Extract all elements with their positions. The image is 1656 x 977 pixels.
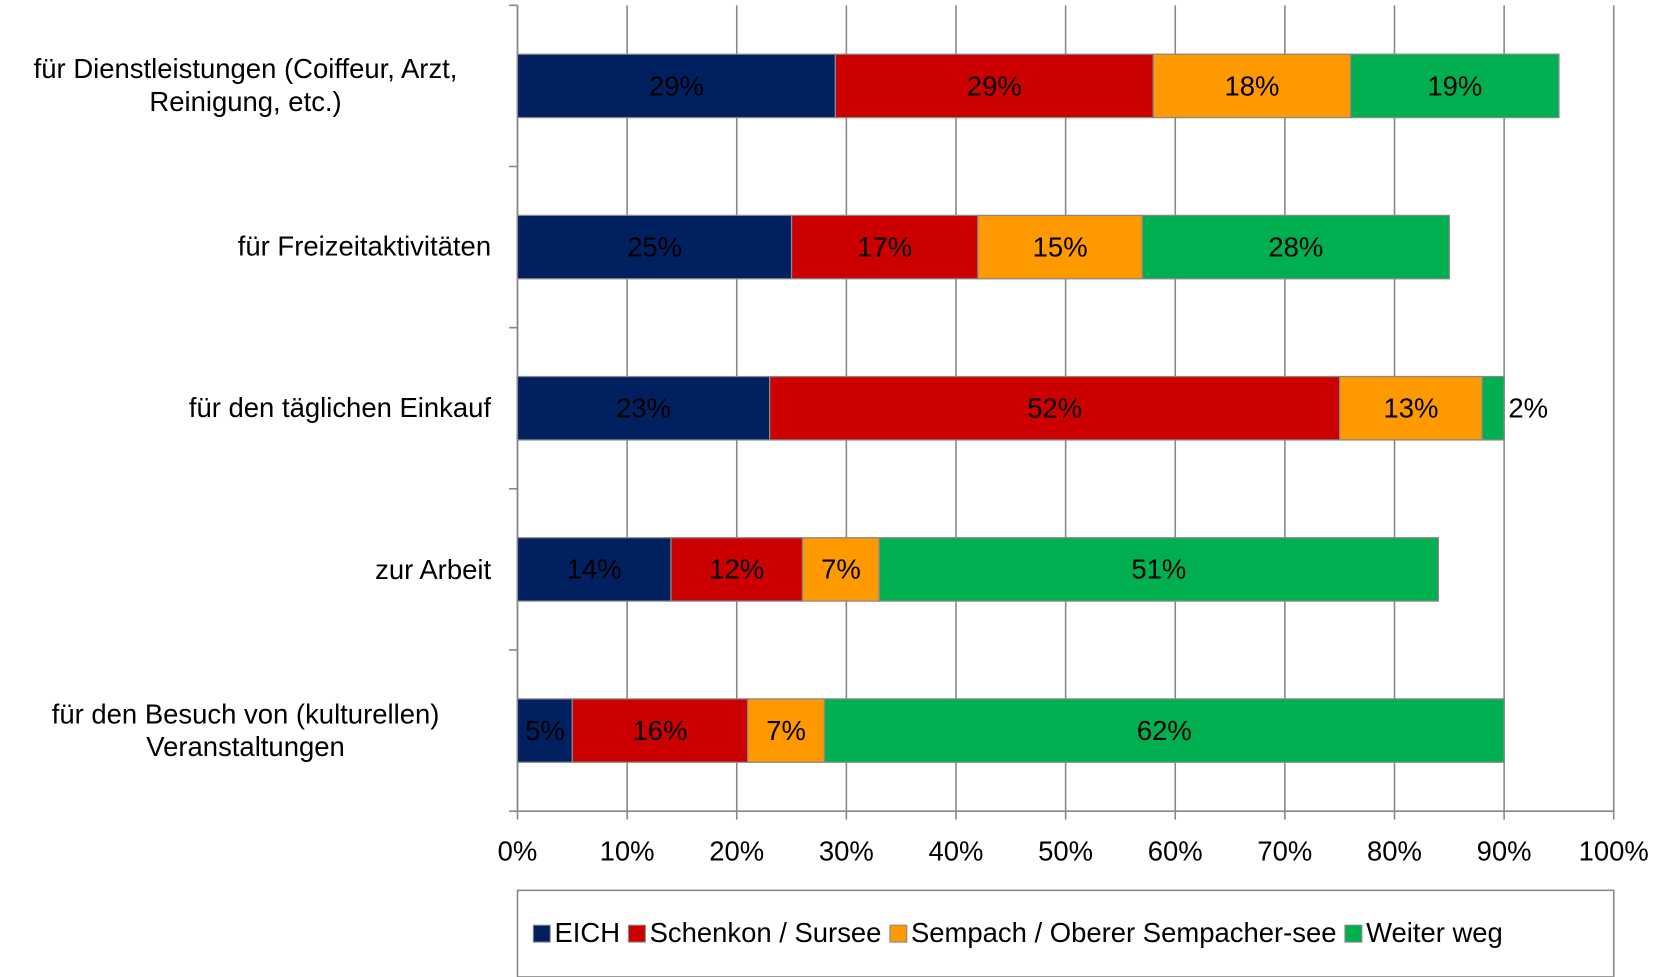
bar-segment	[1152, 53, 1352, 119]
legend-label: Sempach / Oberer Sempacher-see	[911, 917, 1336, 948]
bar-segment	[790, 214, 979, 280]
category-label: für den Besuch von (kulturellen) Veranst…	[51, 697, 440, 763]
value-label: 2%	[1508, 393, 1548, 424]
bar-segment	[801, 537, 880, 602]
value-label: 23%	[616, 393, 671, 424]
bars	[516, 53, 1560, 763]
category-label-wrap: für Dienstleistungen (Coiffeur, Arzt, Re…	[0, 38, 491, 133]
x-tick-label: 80%	[1367, 836, 1422, 867]
category-label-wrap: für den Besuch von (kulturellen) Veranst…	[0, 683, 491, 778]
bar-segment	[571, 698, 749, 763]
value-label: 5%	[525, 715, 565, 746]
bar-segment	[977, 214, 1143, 280]
legend-label: Schenkon / Sursee	[650, 917, 882, 948]
x-tick-label: 90%	[1477, 836, 1532, 867]
bar-segment	[1481, 375, 1505, 441]
x-tick-label: 60%	[1148, 836, 1203, 867]
bar-segment	[769, 375, 1341, 441]
bar-segment	[1141, 214, 1450, 280]
legend-swatch	[532, 924, 551, 943]
category-label-box: für Freizeitaktivitäten	[0, 200, 491, 295]
value-label: 17%	[857, 231, 912, 262]
bar-segment	[878, 537, 1439, 602]
category-label-box: für den täglichen Einkauf	[0, 361, 491, 456]
value-label: 15%	[1033, 231, 1088, 262]
x-tick-label: 40%	[929, 836, 984, 867]
value-label: 29%	[649, 70, 704, 101]
category-label-box: für den Besuch von (kulturellen) Veranst…	[0, 683, 491, 778]
bar-segment	[516, 214, 793, 280]
value-label: 25%	[627, 231, 682, 262]
legend-swatch	[889, 924, 908, 943]
value-label: 29%	[967, 70, 1022, 101]
category-label: für Freizeitaktivitäten	[237, 230, 492, 263]
x-tick-label: 0%	[498, 836, 538, 867]
value-label: 52%	[1027, 393, 1082, 424]
legend-label: EICH	[554, 917, 620, 948]
bar-segment	[823, 698, 1505, 763]
x-tick-label: 70%	[1257, 836, 1312, 867]
bar-segment	[516, 698, 573, 763]
value-label: 16%	[633, 715, 688, 746]
bar-segment	[1350, 53, 1560, 119]
category-label: für Dienstleistungen (Coiffeur, Arzt, Re…	[33, 53, 458, 118]
value-label: 7%	[821, 554, 861, 585]
category-label-wrap: für den täglichen Einkauf	[0, 361, 491, 456]
value-label: 28%	[1268, 231, 1323, 262]
legend-label: Weiter weg	[1366, 917, 1503, 948]
category-label: für den täglichen Einkauf	[188, 391, 492, 424]
category-label-box: für Dienstleistungen (Coiffeur, Arzt, Re…	[0, 38, 491, 133]
legend-swatch	[1344, 924, 1363, 943]
value-label: 13%	[1383, 393, 1438, 424]
value-label: 51%	[1131, 554, 1186, 585]
value-label: 7%	[766, 715, 806, 746]
x-tick-label: 100%	[1579, 836, 1649, 867]
x-tick-label: 50%	[1038, 836, 1093, 867]
x-tick-label: 30%	[819, 836, 874, 867]
category-label-wrap: für Freizeitaktivitäten	[0, 200, 491, 295]
bar-segment	[670, 537, 804, 602]
legend-swatch	[627, 924, 646, 943]
x-tick-label: 10%	[600, 836, 655, 867]
category-label-wrap: zur Arbeit	[0, 522, 491, 617]
value-label: 62%	[1137, 715, 1192, 746]
x-tick-label: 20%	[709, 836, 764, 867]
category-label: zur Arbeit	[375, 553, 492, 585]
value-label: 14%	[567, 554, 622, 585]
category-label-box: zur Arbeit	[0, 522, 491, 617]
value-label: 12%	[709, 554, 764, 585]
value-label: 18%	[1225, 70, 1280, 101]
bar-segment	[747, 698, 826, 763]
value-label: 19%	[1427, 70, 1482, 101]
